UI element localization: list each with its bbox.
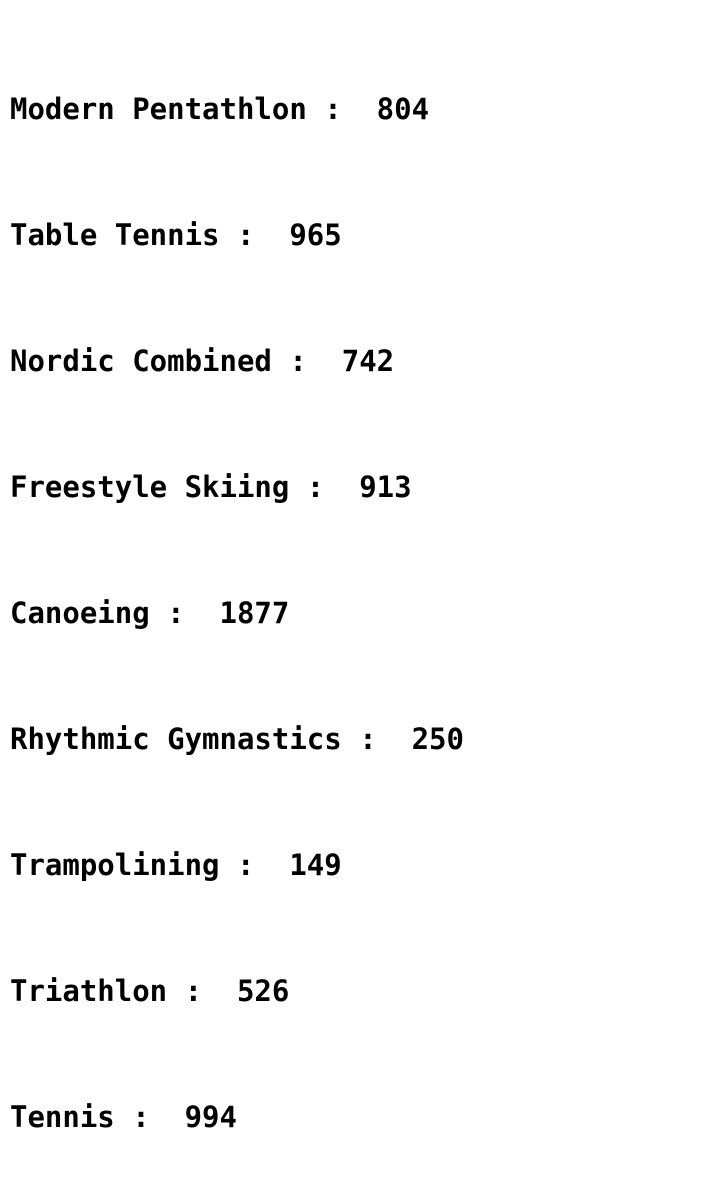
output-line: Trampolining : 149 [10,848,342,882]
output-line: Freestyle Skiing : 913 [10,470,412,504]
output-line: Tennis : 994 [10,1100,237,1134]
output-line: Modern Pentathlon : 804 [10,92,430,126]
console-output: Modern Pentathlon : 804 Table Tennis : 9… [10,4,586,1184]
output-line: Nordic Combined : 742 [10,344,395,378]
output-line: Table Tennis : 965 [10,218,342,252]
output-line: Rhythmic Gymnastics : 250 [10,722,464,756]
output-line: Triathlon : 526 [10,974,290,1008]
output-line: Canoeing : 1877 [10,596,290,630]
